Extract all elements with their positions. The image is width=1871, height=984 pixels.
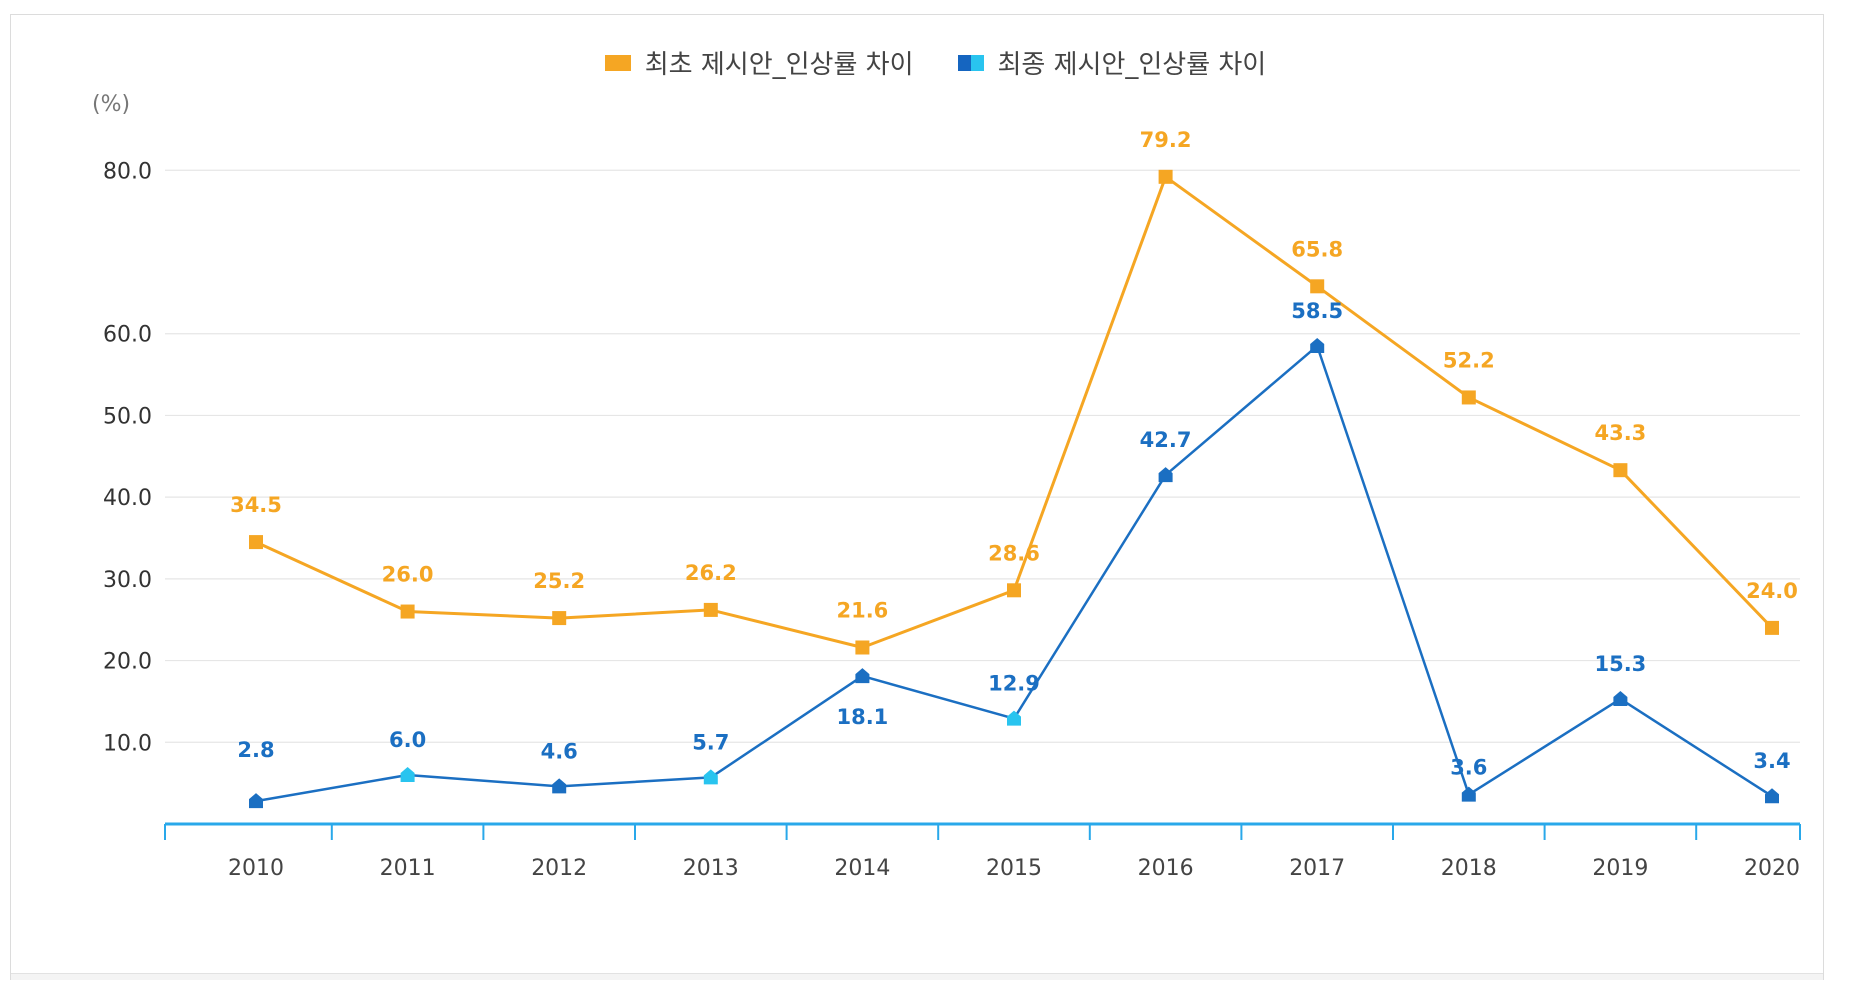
data-label-final: 3.4	[1753, 749, 1790, 773]
marker-final-2012	[552, 778, 567, 794]
marker-initial-2015	[1007, 583, 1021, 598]
y-tick-label: 40.0	[103, 486, 152, 511]
marker-final-2019	[1613, 690, 1628, 706]
marker-initial-2014	[855, 640, 870, 655]
marker-final-2011	[400, 766, 415, 782]
marker-final-2010	[249, 793, 263, 809]
data-label-initial: 21.6	[836, 598, 888, 622]
chart-footer-strip	[11, 973, 1823, 980]
x-tick-label: 2010	[228, 856, 284, 881]
marker-final-2015	[1007, 710, 1021, 726]
x-tick-label: 2020	[1744, 856, 1800, 881]
data-label-initial: 65.8	[1291, 237, 1343, 261]
data-label-initial: 25.2	[533, 569, 585, 593]
marker-initial-2019	[1613, 463, 1628, 478]
chart-legend: 최초 제시안_인상률 차이 최종 제시안_인상률 차이	[0, 44, 1871, 81]
y-tick-label: 30.0	[103, 568, 152, 593]
legend-label-final: 최종 제시안_인상률 차이	[997, 50, 1267, 80]
x-tick-label: 2012	[531, 856, 587, 881]
data-label-final: 3.6	[1450, 756, 1487, 780]
data-label-initial: 28.6	[988, 541, 1040, 565]
y-tick-label: 20.0	[103, 650, 152, 675]
legend-label-initial: 최초 제시안_인상률 차이	[644, 50, 914, 80]
x-tick-label: 2013	[683, 856, 739, 881]
data-label-final: 5.7	[692, 730, 729, 754]
marker-initial-2010	[249, 535, 263, 550]
x-tick-label: 2011	[380, 856, 436, 881]
y-tick-label: 80.0	[103, 159, 152, 184]
data-label-initial: 34.5	[230, 493, 282, 517]
marker-initial-2012	[552, 611, 567, 626]
data-label-final: 15.3	[1594, 652, 1646, 676]
x-tick-label: 2019	[1592, 856, 1648, 881]
data-label-final: 42.7	[1140, 428, 1192, 452]
marker-initial-2018	[1461, 390, 1476, 405]
y-tick-label: 50.0	[103, 404, 152, 429]
data-label-initial: 26.0	[382, 563, 434, 587]
x-tick-label: 2016	[1138, 856, 1194, 881]
data-label-final: 2.8	[237, 738, 274, 762]
x-tick-label: 2014	[834, 856, 890, 881]
series-line-final	[255, 344, 1773, 803]
marker-final-2016	[1158, 467, 1173, 483]
y-tick-label: 10.0	[103, 731, 152, 756]
marker-final-2014	[855, 668, 870, 684]
data-label-initial: 79.2	[1140, 128, 1192, 152]
series-line-initial	[255, 175, 1774, 649]
data-label-initial: 52.2	[1443, 348, 1495, 372]
marker-final-2013	[703, 769, 718, 785]
y-tick-label: 60.0	[103, 323, 152, 348]
data-label-initial: 24.0	[1746, 579, 1798, 603]
data-label-initial: 26.2	[685, 561, 737, 585]
x-tick-label: 2018	[1441, 856, 1497, 881]
legend-swatch-final	[957, 54, 984, 71]
data-label-final: 6.0	[389, 728, 426, 752]
x-tick-label: 2015	[986, 856, 1042, 881]
marker-initial-2011	[400, 604, 415, 619]
marker-final-2017	[1310, 337, 1325, 353]
data-label-final: 4.6	[541, 739, 578, 763]
x-tick-label: 2017	[1289, 856, 1345, 881]
legend-item-initial[interactable]: 최초 제시안_인상률 차이	[604, 44, 914, 81]
marker-initial-2020	[1765, 620, 1779, 635]
marker-final-2018	[1461, 786, 1476, 802]
legend-swatch-initial	[604, 54, 631, 71]
marker-initial-2017	[1310, 279, 1325, 294]
data-label-final: 58.5	[1291, 299, 1343, 323]
data-label-initial: 43.3	[1594, 421, 1646, 445]
data-label-final: 18.1	[836, 705, 888, 729]
legend-item-final[interactable]: 최종 제시안_인상률 차이	[957, 44, 1267, 81]
marker-final-2020	[1765, 788, 1779, 804]
data-label-final: 12.9	[988, 672, 1040, 696]
marker-initial-2016	[1158, 169, 1173, 184]
y-axis-unit-label: (%)	[92, 92, 131, 117]
marker-initial-2013	[703, 602, 718, 617]
